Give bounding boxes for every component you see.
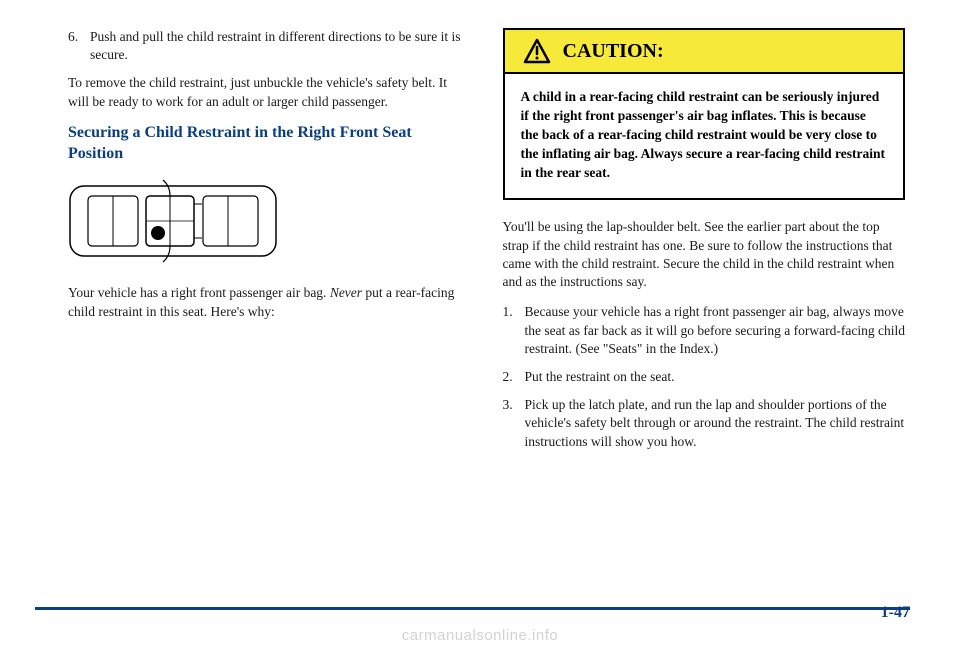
step-1: 1. Because your vehicle has a right fron…: [503, 303, 906, 358]
page-content: 6. Push and pull the child restraint in …: [0, 0, 960, 461]
step-text: Push and pull the child restraint in dif…: [90, 28, 471, 64]
warning-triangle-icon: [523, 38, 551, 64]
step-2: 2. Put the restraint on the seat.: [503, 368, 906, 386]
step-number: 3.: [503, 396, 525, 451]
text-never: Never: [330, 285, 362, 300]
step-text: Because your vehicle has a right front p…: [525, 303, 906, 358]
left-column: 6. Push and pull the child restraint in …: [68, 28, 471, 461]
step-number: 1.: [503, 303, 525, 358]
section-title: Securing a Child Restraint in the Right …: [68, 123, 471, 165]
watermark-text: carmanualsonline.info: [0, 627, 960, 644]
airbag-warning-paragraph: Your vehicle has a right front passenger…: [68, 284, 471, 320]
step-text: Put the restraint on the seat.: [525, 368, 906, 386]
step-text: Pick up the latch plate, and run the lap…: [525, 396, 906, 451]
page-number: 1-47: [881, 604, 910, 622]
footer-rule: [35, 607, 910, 610]
right-column: CAUTION: A child in a rear-facing child …: [503, 28, 906, 461]
lap-shoulder-paragraph: You'll be using the lap-shoulder belt. S…: [503, 218, 906, 291]
caution-body-text: A child in a rear-facing child restraint…: [505, 74, 904, 198]
caution-header: CAUTION:: [505, 30, 904, 74]
step-number: 2.: [503, 368, 525, 386]
step-3: 3. Pick up the latch plate, and run the …: [503, 396, 906, 451]
caution-label: CAUTION:: [563, 40, 664, 63]
text-pre: Your vehicle has a right front passenger…: [68, 285, 330, 300]
removal-paragraph: To remove the child restraint, just unbu…: [68, 74, 471, 110]
step-6: 6. Push and pull the child restraint in …: [68, 28, 471, 64]
vehicle-top-view-diagram: [68, 176, 278, 266]
caution-box: CAUTION: A child in a rear-facing child …: [503, 28, 906, 200]
step-number: 6.: [68, 28, 90, 64]
